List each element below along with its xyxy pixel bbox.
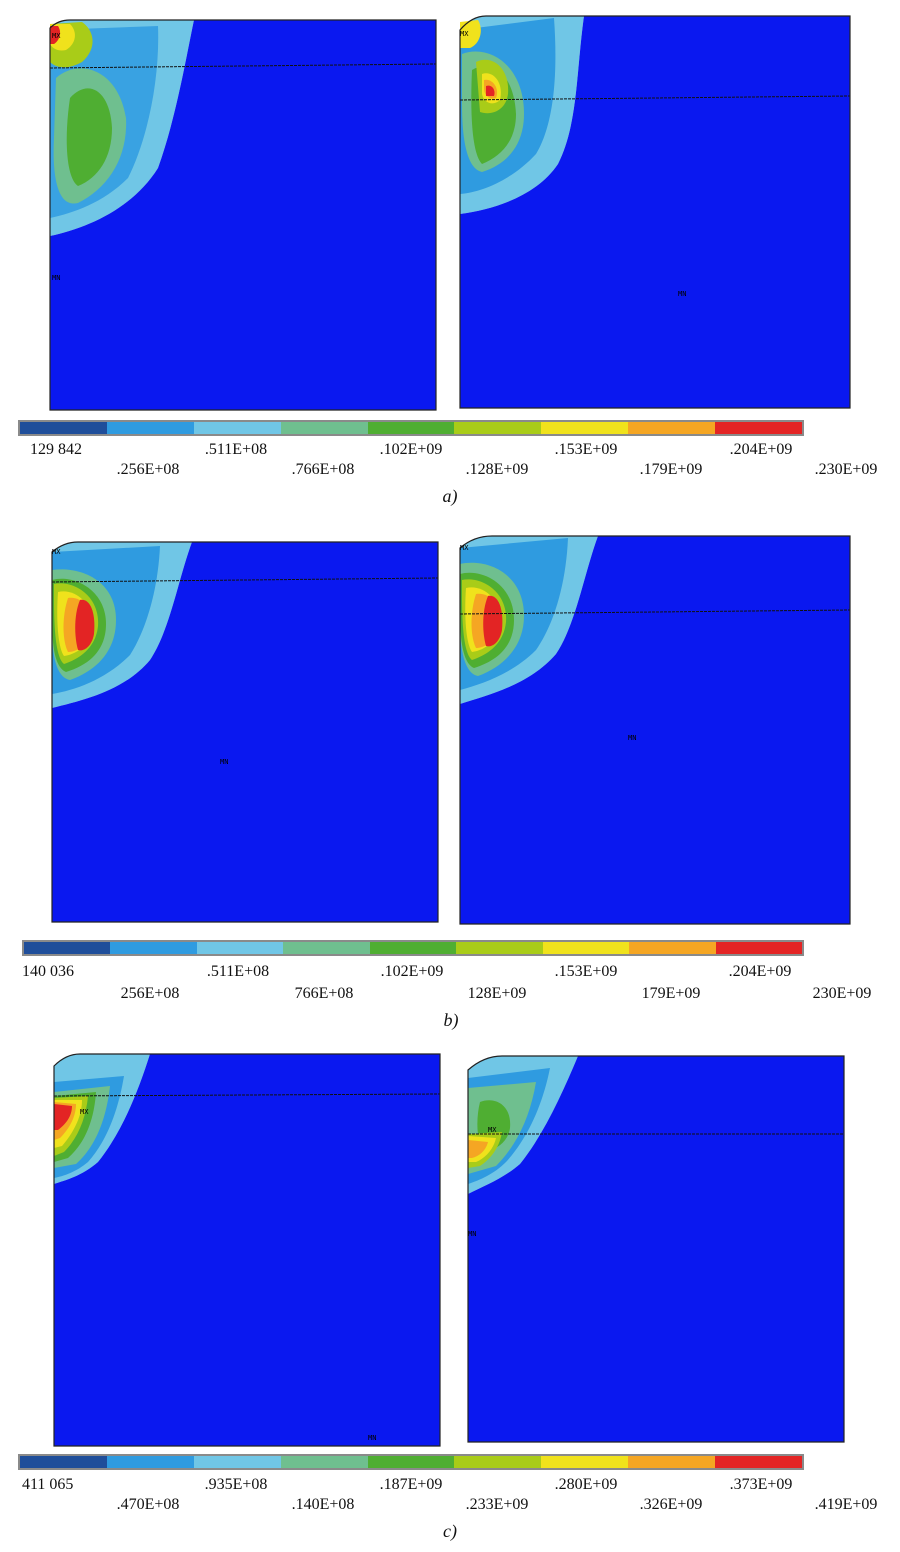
legend-swatch: [542, 942, 630, 954]
legend-tick-label: 179E+09: [641, 985, 701, 1002]
contour-plot-a-right: MX MN: [458, 14, 851, 409]
contour-plot-a-left: MX MN: [48, 18, 437, 411]
legend-tick-label: .187E+09: [379, 1476, 443, 1493]
legend-tick-label: .140E+08: [291, 1496, 355, 1513]
legend-swatch: [629, 942, 716, 954]
contour-plot-b-right: MX MN: [458, 534, 851, 925]
legend-min-label: 129 842: [30, 441, 82, 458]
legend-swatch: [367, 422, 455, 434]
legend-swatch: [715, 942, 802, 954]
legend-min-label: 411 065: [22, 1476, 74, 1493]
legend-tick-label: 230E+09: [812, 985, 872, 1002]
legend-swatch: [106, 422, 194, 434]
contour-plot-c-right: MX MN: [466, 1054, 845, 1443]
legend-tick-label: .419E+09: [814, 1496, 878, 1513]
max-marker: MX: [52, 548, 61, 556]
legend-swatch: [196, 942, 284, 954]
contour-plot-b-left: MX MN: [50, 540, 439, 923]
legend-tick-label: .128E+09: [465, 461, 529, 478]
legend-swatch: [106, 1456, 194, 1468]
min-marker: MN: [368, 1434, 376, 1442]
legend-swatch: [715, 1456, 803, 1468]
legend-tick-label: .153E+09: [554, 963, 618, 980]
legend-tick-label: .179E+09: [639, 461, 703, 478]
legend-tick-label: 256E+08: [120, 985, 180, 1002]
legend-swatch: [20, 422, 107, 434]
max-marker: MX: [460, 544, 469, 552]
legend-swatch: [280, 1456, 368, 1468]
legend-swatch: [715, 422, 803, 434]
legend-swatch: [24, 942, 111, 954]
legend-tick-label: .230E+09: [814, 461, 878, 478]
color-legend-c: [18, 1454, 804, 1470]
legend-tick-label: .102E+09: [379, 441, 443, 458]
min-marker: MN: [628, 734, 636, 742]
panel-caption: a): [442, 486, 458, 506]
min-marker: MN: [678, 290, 686, 298]
legend-swatch: [454, 1456, 542, 1468]
legend-tick-label: .233E+09: [465, 1496, 529, 1513]
legend-swatch: [20, 1456, 107, 1468]
panel-caption: c): [443, 1521, 457, 1541]
legend-swatch: [283, 942, 370, 954]
legend-tick-label: .326E+09: [639, 1496, 703, 1513]
max-marker: MX: [52, 32, 61, 40]
max-marker: MX: [488, 1126, 497, 1134]
max-marker: MX: [460, 30, 469, 38]
color-legend-b: [22, 940, 804, 956]
legend-swatch: [456, 942, 543, 954]
legend-swatch: [369, 942, 457, 954]
max-marker: MX: [80, 1108, 89, 1116]
legend-swatch: [454, 422, 542, 434]
legend-swatch: [628, 1456, 716, 1468]
legend-tick-label: .511E+08: [204, 441, 268, 458]
min-marker: MN: [468, 1230, 476, 1238]
legend-swatch: [367, 1456, 455, 1468]
legend-tick-label: 766E+08: [294, 985, 354, 1002]
legend-tick-label: .935E+08: [204, 1476, 268, 1493]
legend-tick-label: .470E+08: [116, 1496, 180, 1513]
legend-tick-label: .153E+09: [554, 441, 618, 458]
legend-swatch: [280, 422, 368, 434]
legend-swatch: [541, 422, 629, 434]
legend-min-label: 140 036: [22, 963, 74, 980]
legend-tick-label: .766E+08: [291, 461, 355, 478]
legend-tick-label: .511E+08: [206, 963, 270, 980]
legend-swatch: [193, 1456, 281, 1468]
legend-tick-label: .204E+09: [728, 963, 792, 980]
contour-plot-c-left: MX MN: [52, 1052, 441, 1447]
min-marker: MN: [220, 758, 228, 766]
legend-tick-label: .204E+09: [729, 441, 793, 458]
legend-tick-label: .256E+08: [116, 461, 180, 478]
min-marker: MN: [52, 274, 60, 282]
legend-tick-label: .102E+09: [380, 963, 444, 980]
legend-swatch: [628, 422, 716, 434]
legend-tick-label: 128E+09: [467, 985, 527, 1002]
legend-tick-label: .373E+09: [729, 1476, 793, 1493]
legend-tick-label: .280E+09: [554, 1476, 618, 1493]
color-legend-a: [18, 420, 804, 436]
panel-caption: b): [443, 1010, 459, 1030]
legend-swatch: [110, 942, 197, 954]
legend-swatch: [541, 1456, 629, 1468]
legend-swatch: [193, 422, 281, 434]
